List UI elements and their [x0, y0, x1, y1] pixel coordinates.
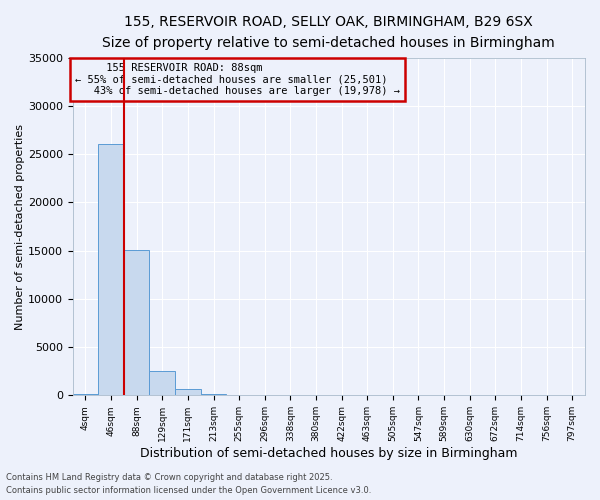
Bar: [124, 250, 149, 396]
Text: 155 RESERVOIR ROAD: 88sqm
← 55% of semi-detached houses are smaller (25,501)
   : 155 RESERVOIR ROAD: 88sqm ← 55% of semi-…: [75, 63, 400, 96]
X-axis label: Distribution of semi-detached houses by size in Birmingham: Distribution of semi-detached houses by …: [140, 447, 518, 460]
Bar: [175, 388, 201, 396]
Bar: [73, 394, 98, 396]
Bar: [98, 144, 124, 396]
Text: Contains HM Land Registry data © Crown copyright and database right 2025.
Contai: Contains HM Land Registry data © Crown c…: [6, 474, 371, 495]
Title: 155, RESERVOIR ROAD, SELLY OAK, BIRMINGHAM, B29 6SX
Size of property relative to: 155, RESERVOIR ROAD, SELLY OAK, BIRMINGH…: [103, 15, 555, 50]
Bar: [149, 371, 175, 396]
Bar: [201, 394, 226, 396]
Y-axis label: Number of semi-detached properties: Number of semi-detached properties: [15, 124, 25, 330]
